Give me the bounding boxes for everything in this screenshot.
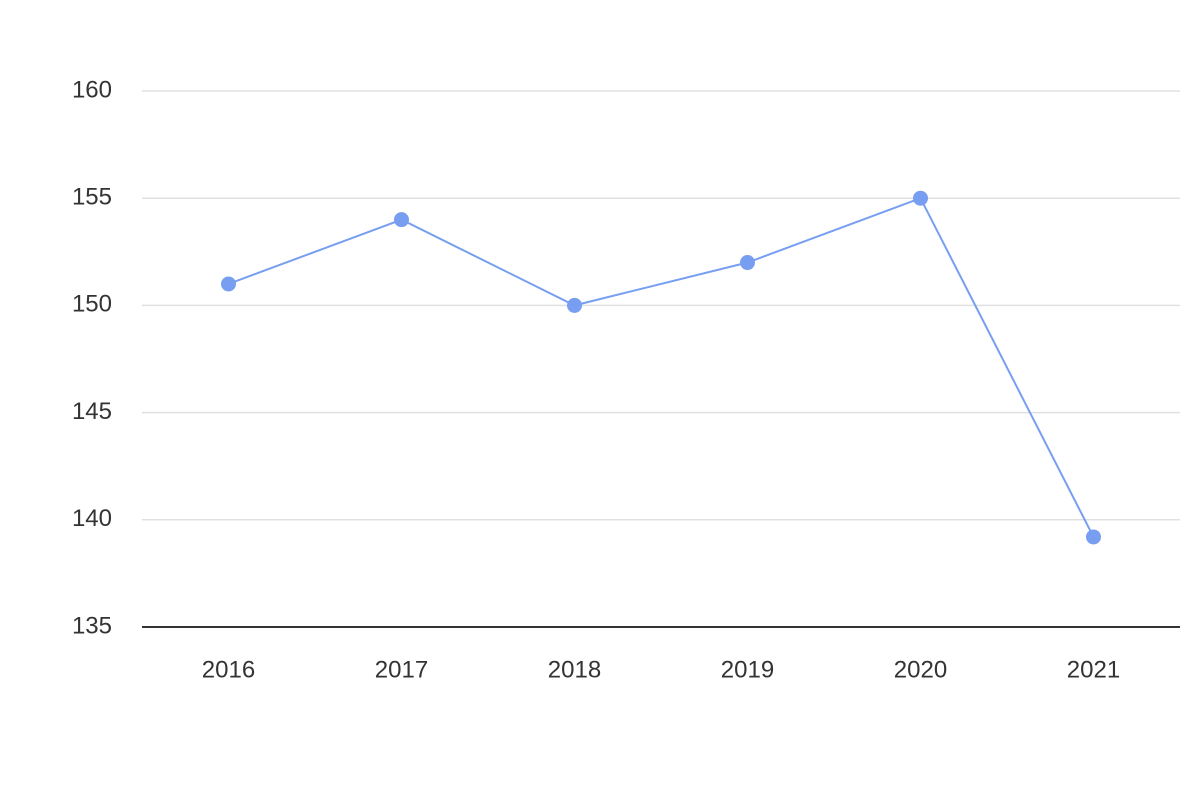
x-tick-label: 2021: [1067, 656, 1120, 683]
x-tick-label: 2017: [375, 656, 428, 683]
x-tick-label: 2018: [548, 656, 601, 683]
y-tick-label: 135: [72, 612, 112, 639]
point: [567, 297, 582, 313]
x-tick-label: 2019: [721, 656, 774, 683]
x-tick-label: 2020: [894, 656, 947, 683]
point: [740, 255, 755, 271]
point: [394, 212, 409, 228]
y-tick-label: 150: [72, 291, 112, 318]
y-tick-label: 155: [72, 184, 112, 211]
y-tick-label: 140: [72, 505, 112, 532]
point: [913, 190, 928, 206]
y-tick-label: 160: [72, 76, 112, 103]
x-tick-label: 2016: [202, 656, 255, 683]
y-tick-label: 145: [72, 398, 112, 425]
line: [228, 196, 1095, 538]
point: [221, 276, 236, 292]
point: [1086, 529, 1101, 545]
